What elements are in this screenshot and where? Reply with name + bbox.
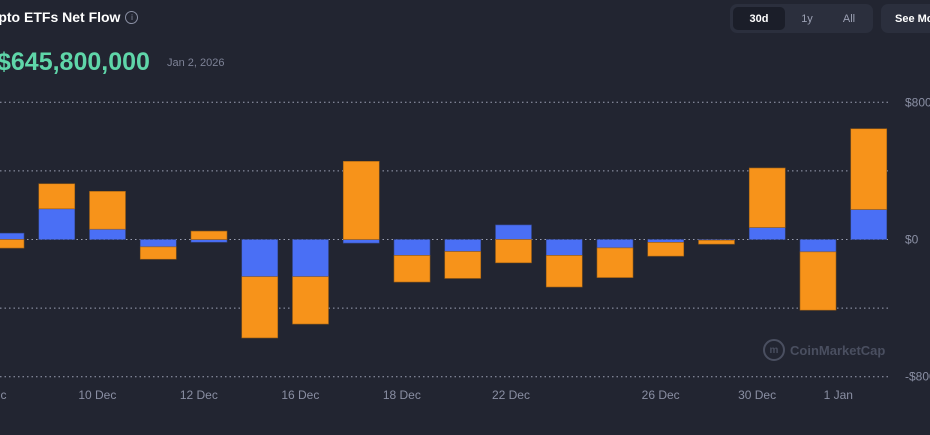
- bar-orange-11-dec: [139, 246, 177, 260]
- bar-orange-16-dec: [292, 276, 329, 325]
- bar-orange-31-dec: [799, 251, 837, 311]
- bar-blue-12-dec: [190, 239, 228, 243]
- bar-blue-16-dec: [292, 239, 329, 278]
- chart-title: Crypto ETFs Net Flow i: [0, 9, 139, 25]
- value-date: Jan 2, 2026: [167, 57, 225, 69]
- bar-blue-8-dec: [0, 232, 25, 240]
- bar-orange-17-dec: [342, 160, 380, 240]
- bar-blue-9-dec: [38, 208, 76, 240]
- bar-blue-22-dec: [495, 224, 532, 240]
- bar-blue-10-dec: [89, 228, 126, 240]
- tab-30d[interactable]: 30d: [733, 7, 785, 30]
- bar-blue-23-dec: [545, 239, 583, 256]
- x-tick-label: 16 Dec: [281, 388, 319, 402]
- bar-blue-19-dec: [444, 239, 482, 252]
- info-circle-icon[interactable]: i: [125, 10, 139, 24]
- x-tick-label: 10 Dec: [78, 388, 116, 402]
- bar-orange-22-dec: [495, 239, 532, 264]
- bar-blue-30-dec: [748, 227, 786, 240]
- bar-blue-18-dec: [393, 239, 431, 256]
- x-tick-label: 1 Jan: [824, 388, 853, 402]
- bar-orange-29-dec: [698, 239, 735, 245]
- y-tick-label: $800M: [905, 95, 930, 109]
- bar-blue-26-dec: [647, 239, 685, 243]
- bar-orange-26-dec: [647, 242, 685, 257]
- bar-orange-12-dec: [190, 230, 228, 240]
- bar-blue-31-dec: [799, 239, 837, 253]
- bar-orange-30-dec: [748, 167, 786, 228]
- bar-orange-2-jan: [850, 128, 888, 210]
- tab-all[interactable]: All: [829, 7, 869, 30]
- bar-orange-19-dec: [444, 251, 482, 279]
- x-tick-label: 30 Dec: [738, 388, 776, 402]
- net-flow-value: $645,800,000: [0, 48, 150, 76]
- y-tick-label: -$800M: [905, 370, 930, 384]
- coinmarketcap-watermark: m CoinMarketCap: [763, 339, 885, 361]
- title-text: Crypto ETFs Net Flow: [0, 9, 121, 25]
- bar-blue-11-dec: [139, 239, 177, 248]
- y-tick-label: $0: [905, 233, 919, 247]
- bar-orange-15-dec: [241, 276, 279, 339]
- bar-orange-10-dec: [89, 191, 126, 230]
- bar-blue-24-dec: [596, 239, 634, 249]
- see-more-button[interactable]: See More: [881, 4, 930, 33]
- coinmarketcap-logo-icon: m: [763, 339, 785, 361]
- x-tick-label: 22 Dec: [492, 388, 530, 402]
- bar-orange-24-dec: [596, 247, 634, 278]
- tab-1y[interactable]: 1y: [787, 7, 827, 30]
- bar-orange-18-dec: [393, 255, 431, 283]
- watermark-text: CoinMarketCap: [790, 342, 886, 358]
- x-tick-label: Dec: [0, 388, 7, 402]
- bar-blue-17-dec: [342, 239, 380, 244]
- x-tick-label: 12 Dec: [180, 388, 218, 402]
- x-tick-label: 18 Dec: [383, 388, 421, 402]
- bar-orange-23-dec: [545, 255, 583, 288]
- range-selector: 30d 1y All: [730, 4, 873, 33]
- bar-orange-9-dec: [38, 183, 76, 210]
- bar-blue-15-dec: [241, 239, 279, 278]
- bar-orange-8-dec: [0, 239, 25, 249]
- bar-blue-2-jan: [850, 209, 888, 240]
- x-tick-label: 26 Dec: [642, 388, 680, 402]
